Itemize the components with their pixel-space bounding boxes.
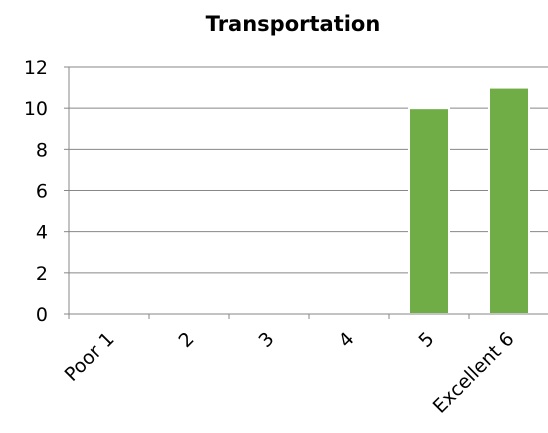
chart-title: Transportation <box>206 12 381 36</box>
x-tick-label-excellent-6: Excellent 6 <box>429 328 519 418</box>
x-tick-label-2: 2 <box>174 328 198 352</box>
x-tick-label-4: 4 <box>334 328 358 352</box>
axes <box>64 66 548 319</box>
x-tick-label-poor-1: Poor 1 <box>61 328 119 386</box>
y-tick-label-8: 8 <box>36 139 48 161</box>
bar-excellent-6 <box>488 86 530 316</box>
bars <box>408 86 530 316</box>
y-tick-label-10: 10 <box>24 98 48 120</box>
y-axis-tick-labels: 0 2 4 6 8 10 12 <box>24 57 48 326</box>
gridlines <box>69 66 548 274</box>
bar-5 <box>408 107 450 315</box>
y-tick-label-2: 2 <box>36 263 48 285</box>
y-tick-label-0: 0 <box>36 304 48 326</box>
x-tick-label-5: 5 <box>414 328 438 352</box>
y-tick-label-6: 6 <box>36 181 48 203</box>
y-tick-label-12: 12 <box>24 57 48 79</box>
y-tick-label-4: 4 <box>36 222 48 244</box>
x-tick-label-3: 3 <box>254 328 278 352</box>
